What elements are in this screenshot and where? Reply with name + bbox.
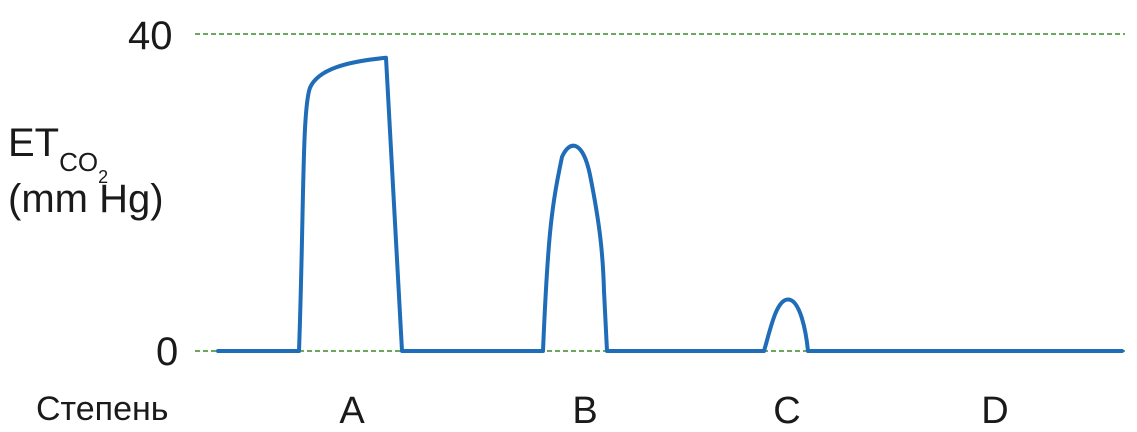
ytick-40: 40 (128, 14, 173, 58)
y-axis-unit: (mm Hg) (8, 176, 164, 221)
category-label-a: A (339, 390, 365, 432)
y-axis-label: ETCO2 (mm Hg) (8, 121, 164, 221)
category-label-b: B (572, 390, 598, 432)
ytick-0: 0 (156, 330, 179, 374)
etco2-trace-line (216, 55, 1124, 353)
category-label-c: C (773, 390, 801, 432)
x-axis-title: Степень (36, 390, 169, 428)
category-label-d: D (981, 390, 1009, 432)
